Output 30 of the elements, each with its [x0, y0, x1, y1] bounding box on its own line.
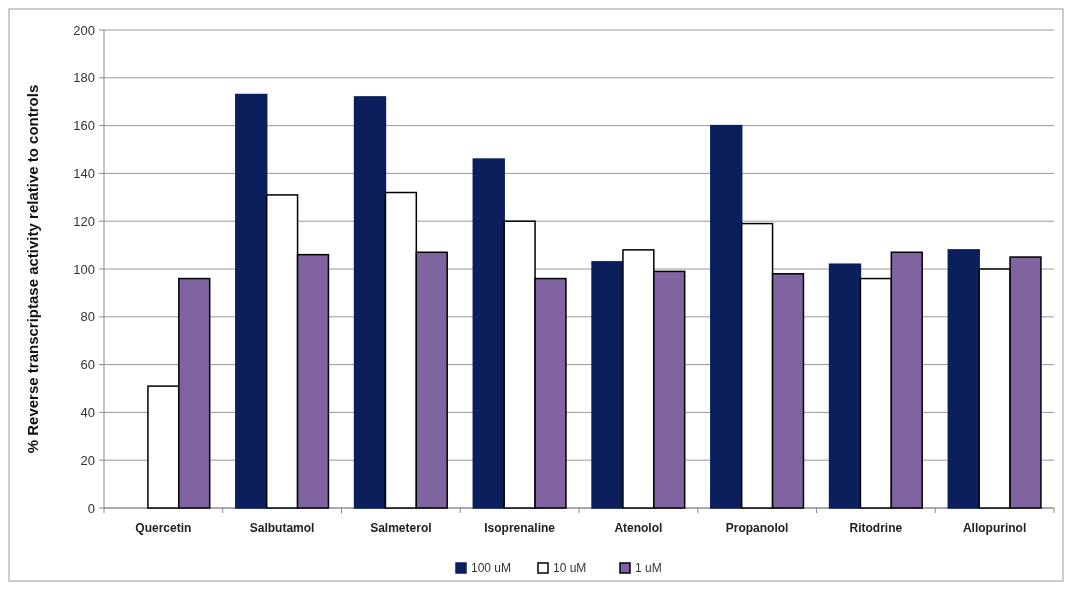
y-tick-label: 40	[80, 404, 95, 420]
bar	[235, 93, 268, 509]
x-tick-label: Ritodrine	[849, 521, 903, 535]
y-tick-label: 100	[73, 261, 95, 277]
legend-label: 100 uM	[471, 561, 512, 576]
x-tick-label: Salbutamol	[249, 521, 315, 535]
y-tick-label: 120	[73, 213, 95, 229]
y-tick-label: 200	[73, 22, 95, 38]
y-tick-label: 60	[80, 357, 95, 373]
x-tick-label: Atenolol	[614, 521, 663, 535]
y-tick-label: 80	[80, 309, 95, 325]
bar	[353, 96, 387, 509]
y-tick-label: 20	[80, 452, 95, 468]
bar	[472, 158, 505, 509]
bar	[947, 249, 980, 509]
legend-label: 10 uM	[553, 561, 587, 576]
bar	[828, 263, 862, 509]
legend-label: 1 uM	[635, 561, 662, 576]
x-tick-label: Propanolol	[725, 521, 789, 535]
x-tick-label: Quercetin	[135, 521, 192, 535]
x-tick-label: Salmeterol	[370, 521, 432, 535]
bar	[710, 124, 743, 509]
bar	[591, 261, 624, 509]
y-tick-label: 140	[73, 165, 95, 181]
y-tick-label: 160	[73, 118, 95, 134]
x-tick-label: Allopurinol	[962, 521, 1027, 535]
y-tick-label: 180	[73, 70, 95, 86]
y-axis-title: % Reverse transcriptase activity relative to controls	[24, 84, 41, 454]
x-tick-label: Isoprenaline	[484, 521, 556, 535]
y-tick-label: 0	[87, 500, 95, 516]
